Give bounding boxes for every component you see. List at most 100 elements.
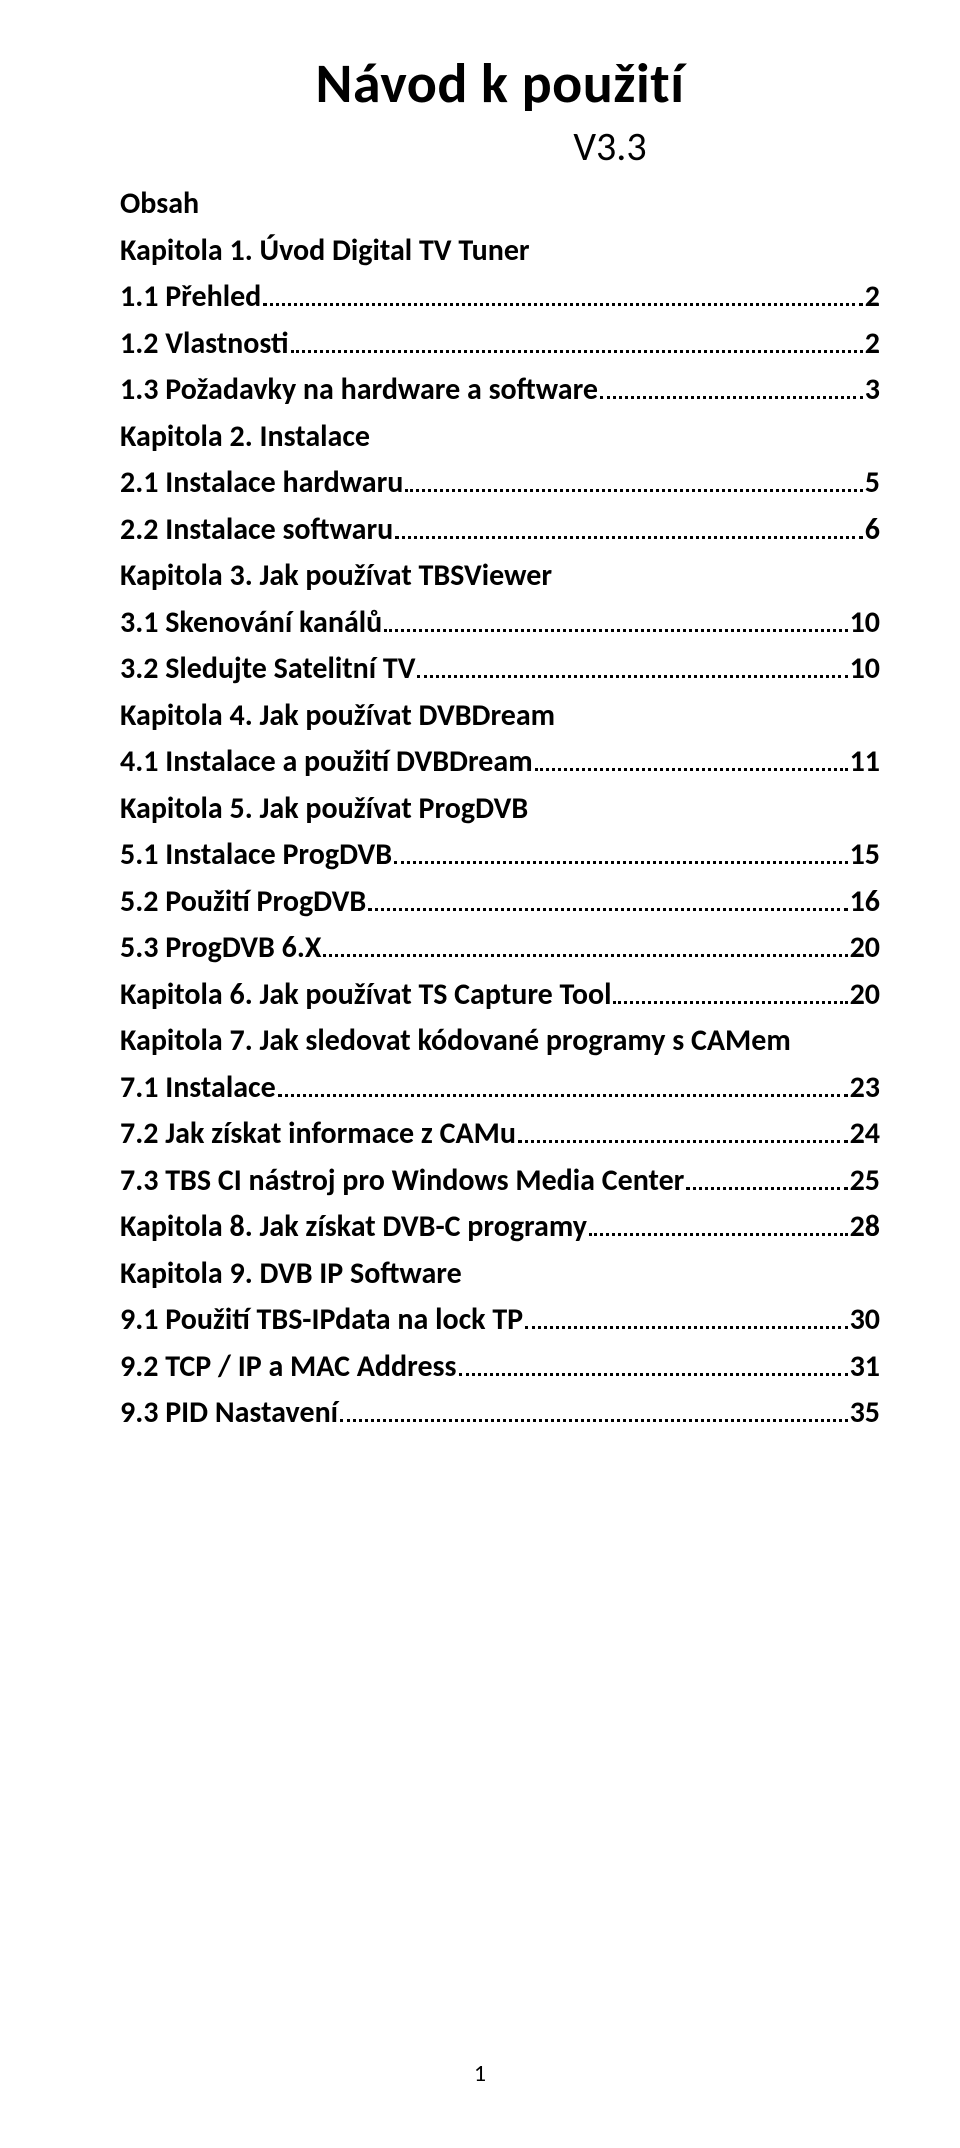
toc-entry-label: 7.2 Jak získat informace z CAMu xyxy=(120,1111,516,1158)
spacer xyxy=(557,724,878,725)
spacer xyxy=(464,1282,878,1283)
toc-entry-label: Kapitola 9. DVB IP Software xyxy=(120,1251,462,1298)
toc-entry-page: 10 xyxy=(850,646,880,693)
toc-entry-label: 5.3 ProgDVB 6.X xyxy=(120,925,321,972)
toc-entry: 5.3 ProgDVB 6.X 20 xyxy=(120,925,880,972)
toc-entry-page: 2 xyxy=(865,321,880,368)
dot-leader xyxy=(395,535,863,539)
toc-entry: 4.1 Instalace a použití DVBDream 11 xyxy=(120,739,880,786)
toc-entry: 2.1 Instalace hardwaru 5 xyxy=(120,460,880,507)
toc-entry-label: 9.2 TCP / IP a MAC Address xyxy=(120,1344,457,1391)
toc-entry-page: 23 xyxy=(850,1065,880,1112)
spacer xyxy=(793,1049,878,1050)
dot-leader xyxy=(278,1093,848,1097)
toc-entry-page: 6 xyxy=(865,507,880,554)
toc-entry-page: 10 xyxy=(850,600,880,647)
toc-entry-label: 1.3 Požadavky na hardware a software xyxy=(120,367,598,414)
toc-entry: 5.1 Instalace ProgDVB 15 xyxy=(120,832,880,879)
toc-entry-page: 35 xyxy=(850,1390,880,1437)
dot-leader xyxy=(340,1418,848,1422)
toc-entry: 9.3 PID Nastavení 35 xyxy=(120,1390,880,1437)
dot-leader xyxy=(323,953,847,957)
spacer xyxy=(372,445,878,446)
toc-entry: Kapitola 8. Jak získat DVB-C programy 28 xyxy=(120,1204,880,1251)
toc-entry-page: 24 xyxy=(850,1111,880,1158)
dot-leader xyxy=(613,1000,847,1004)
toc-entry: 3.2 Sledujte Satelitní TV 10 xyxy=(120,646,880,693)
dot-leader xyxy=(589,1232,848,1236)
dot-leader xyxy=(518,1139,848,1143)
dot-leader xyxy=(417,674,847,678)
dot-leader xyxy=(368,907,847,911)
toc-entry-label: Kapitola 7. Jak sledovat kódované progra… xyxy=(120,1018,791,1065)
toc-entry: 7.3 TBS CI nástroj pro Windows Media Cen… xyxy=(120,1158,880,1205)
toc-list: Kapitola 1. Úvod Digital TV Tuner1.1 Pře… xyxy=(120,228,880,1437)
toc-entry: Kapitola 5. Jak používat ProgDVB xyxy=(120,786,880,833)
toc-entry: Kapitola 9. DVB IP Software xyxy=(120,1251,880,1298)
toc-entry-label: Kapitola 2. Instalace xyxy=(120,414,370,461)
toc-entry: 3.1 Skenování kanálů 10 xyxy=(120,600,880,647)
dot-leader xyxy=(459,1372,848,1376)
toc-entry-page: 20 xyxy=(850,972,880,1019)
toc-entry-page: 15 xyxy=(850,832,880,879)
toc-entry: 2.2 Instalace softwaru 6 xyxy=(120,507,880,554)
toc-heading: Obsah xyxy=(120,181,880,228)
dot-leader xyxy=(525,1325,847,1329)
toc-entry-label: 9.3 PID Nastavení xyxy=(120,1390,338,1437)
toc-entry-label: 2.2 Instalace softwaru xyxy=(120,507,393,554)
toc-entry-label: 3.1 Skenování kanálů xyxy=(120,600,382,647)
toc-entry: 1.2 Vlastnosti 2 xyxy=(120,321,880,368)
dot-leader xyxy=(535,767,848,771)
document-page: Návod k použití V3.3 Obsah Kapitola 1. Ú… xyxy=(0,0,960,2148)
dot-leader xyxy=(384,628,847,632)
toc-entry-page: 20 xyxy=(850,925,880,972)
toc-entry: Kapitola 3. Jak používat TBSViewer xyxy=(120,553,880,600)
toc-entry-page: 31 xyxy=(850,1344,880,1391)
toc-entry: Kapitola 2. Instalace xyxy=(120,414,880,461)
dot-leader xyxy=(263,302,863,306)
dot-leader xyxy=(394,860,847,864)
toc-entry: 1.1 Přehled 2 xyxy=(120,274,880,321)
toc-entry-label: 7.1 Instalace xyxy=(120,1065,276,1112)
document-version: V3.3 xyxy=(340,122,880,171)
toc-entry-label: 2.1 Instalace hardwaru xyxy=(120,460,403,507)
toc-entry-label: Kapitola 6. Jak používat TS Capture Tool xyxy=(120,972,611,1019)
toc-entry: 9.1 Použití TBS-IPdata na lock TP 30 xyxy=(120,1297,880,1344)
toc-entry-page: 11 xyxy=(850,739,880,786)
toc-entry-page: 2 xyxy=(865,274,880,321)
toc-entry-page: 25 xyxy=(850,1158,880,1205)
toc-entry-page: 5 xyxy=(865,460,880,507)
toc-entry-label: 4.1 Instalace a použití DVBDream xyxy=(120,739,533,786)
toc-entry-label: 5.1 Instalace ProgDVB xyxy=(120,832,392,879)
toc-entry: 7.1 Instalace 23 xyxy=(120,1065,880,1112)
dot-leader xyxy=(291,349,863,353)
toc-entry: Kapitola 4. Jak používat DVBDream xyxy=(120,693,880,740)
toc-entry: 1.3 Požadavky na hardware a software 3 xyxy=(120,367,880,414)
dot-leader xyxy=(600,395,863,399)
toc-entry-page: 30 xyxy=(850,1297,880,1344)
toc-entry-label: Kapitola 3. Jak používat TBSViewer xyxy=(120,553,552,600)
toc-entry-label: 3.2 Sledujte Satelitní TV xyxy=(120,646,415,693)
spacer xyxy=(532,259,878,260)
toc-entry-label: Kapitola 8. Jak získat DVB-C programy xyxy=(120,1204,587,1251)
document-title: Návod k použití xyxy=(120,50,880,118)
toc-entry-page: 16 xyxy=(850,879,880,926)
toc-entry: 7.2 Jak získat informace z CAMu 24 xyxy=(120,1111,880,1158)
toc-entry: Kapitola 1. Úvod Digital TV Tuner xyxy=(120,228,880,275)
toc-entry-label: 1.1 Přehled xyxy=(120,274,261,321)
toc-entry-page: 3 xyxy=(865,367,880,414)
toc-entry: 9.2 TCP / IP a MAC Address 31 xyxy=(120,1344,880,1391)
table-of-contents: Obsah Kapitola 1. Úvod Digital TV Tuner1… xyxy=(120,181,880,1437)
toc-entry-label: 1.2 Vlastnosti xyxy=(120,321,289,368)
toc-entry-label: Kapitola 5. Jak používat ProgDVB xyxy=(120,786,528,833)
toc-entry: Kapitola 6. Jak používat TS Capture Tool… xyxy=(120,972,880,1019)
toc-entry-page: 28 xyxy=(850,1204,880,1251)
toc-entry-label: Kapitola 1. Úvod Digital TV Tuner xyxy=(120,228,530,275)
dot-leader xyxy=(405,488,862,492)
toc-entry-label: 9.1 Použití TBS-IPdata na lock TP xyxy=(120,1297,523,1344)
toc-entry-label: 7.3 TBS CI nástroj pro Windows Media Cen… xyxy=(120,1158,684,1205)
toc-entry-label: 5.2 Použití ProgDVB xyxy=(120,879,366,926)
toc-entry: 5.2 Použití ProgDVB 16 xyxy=(120,879,880,926)
dot-leader xyxy=(686,1186,847,1190)
page-number-footer: 1 xyxy=(0,2059,960,2088)
